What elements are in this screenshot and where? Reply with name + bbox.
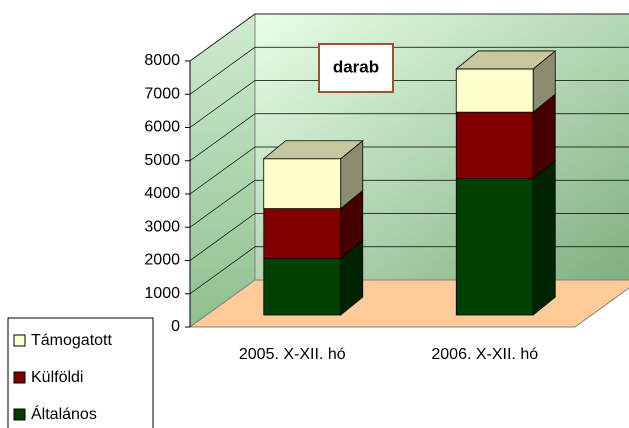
- bar-segment: [455, 111, 534, 180]
- bar-top: [262, 140, 364, 160]
- bar-side: [532, 159, 556, 316]
- bar-segment: [455, 178, 534, 316]
- y-tick-label: 5000: [144, 152, 180, 169]
- y-tick-label: 1000: [144, 285, 180, 302]
- y-tick-label: 7000: [144, 85, 180, 102]
- legend-label: Külföldi: [31, 369, 83, 386]
- y-tick-label: 4000: [144, 185, 180, 202]
- grid-line: [189, 13, 629, 62]
- bar-top: [455, 50, 557, 70]
- floor: [188, 279, 629, 328]
- legend-label: Támogatott: [31, 332, 112, 349]
- bar-segment: [263, 258, 342, 316]
- x-tick-label: 2006. X-XII. hó: [431, 346, 538, 363]
- legend: [7, 317, 154, 428]
- y-tick-label: 6000: [144, 119, 180, 136]
- grid-line: [189, 46, 629, 95]
- y-tick-label: 8000: [144, 52, 180, 69]
- bar-segment: [263, 208, 342, 259]
- bar-segment: [455, 68, 534, 113]
- legend-swatch: [13, 408, 26, 421]
- y-tick-label: 3000: [144, 218, 180, 235]
- title-box: [318, 43, 394, 93]
- x-tick-label: 2005. X-XII. hó: [239, 346, 346, 363]
- legend-label: Általános: [31, 404, 97, 423]
- bar-segment: [263, 158, 342, 210]
- plot: [185, 13, 629, 328]
- y-tick-label: 0: [171, 318, 180, 335]
- y-tick-label: 2000: [144, 252, 180, 269]
- legend-swatch: [13, 371, 26, 384]
- chart-title: darab: [333, 57, 379, 76]
- legend-swatch: [13, 334, 26, 347]
